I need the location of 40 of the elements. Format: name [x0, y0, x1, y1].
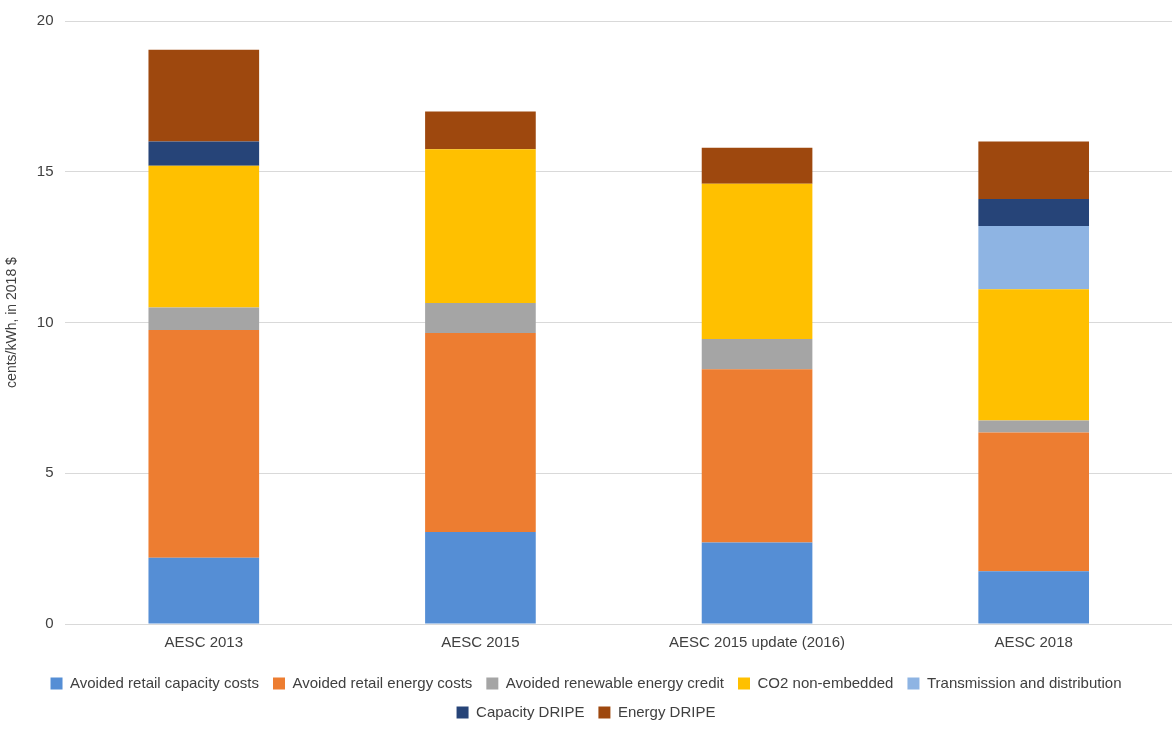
legend-label: Avoided renewable energy credit [505, 673, 725, 691]
bar [148, 330, 260, 558]
legend-label: Avoided retail capacity costs [70, 673, 260, 691]
x-tick-label: AESC 2013 [164, 633, 243, 651]
bar [425, 111, 536, 150]
legend-label: Avoided retail energy costs [292, 673, 473, 691]
x-tick-label: AESC 2015 [441, 633, 520, 651]
bar [148, 49, 260, 142]
bar [148, 307, 260, 331]
bar [978, 141, 1090, 199]
bar [148, 141, 260, 166]
bar [701, 339, 813, 370]
y-tick-label: 0 [45, 614, 54, 632]
y-tick-label: 10 [36, 312, 54, 330]
bar [978, 432, 1090, 572]
x-tick-label: AESC 2015 update (2016) [669, 633, 846, 651]
y-tick-label: 15 [36, 161, 54, 179]
bar [701, 542, 813, 624]
bar [978, 226, 1090, 290]
bar [701, 183, 813, 340]
y-tick-label: 20 [36, 11, 54, 29]
y-tick-label: 5 [45, 463, 54, 481]
bar [425, 532, 536, 624]
x-tick-label: AESC 2018 [994, 633, 1073, 651]
bar [425, 333, 536, 533]
bar [425, 149, 536, 303]
bar [701, 147, 813, 184]
legend-label: Energy DRIPE [617, 702, 716, 720]
bar [978, 420, 1090, 433]
bar [148, 165, 260, 308]
bar [425, 302, 536, 334]
bar [978, 289, 1090, 421]
bar [701, 369, 813, 543]
y-axis-title: cents/kWh, in 2018 $ [3, 256, 20, 388]
bar [148, 557, 260, 624]
bar [978, 198, 1090, 227]
legend-label: CO2 non-embedded [757, 673, 894, 691]
legend-label: Capacity DRIPE [476, 702, 585, 720]
bar [978, 571, 1090, 624]
legend-label: Transmission and distribution [926, 673, 1122, 691]
